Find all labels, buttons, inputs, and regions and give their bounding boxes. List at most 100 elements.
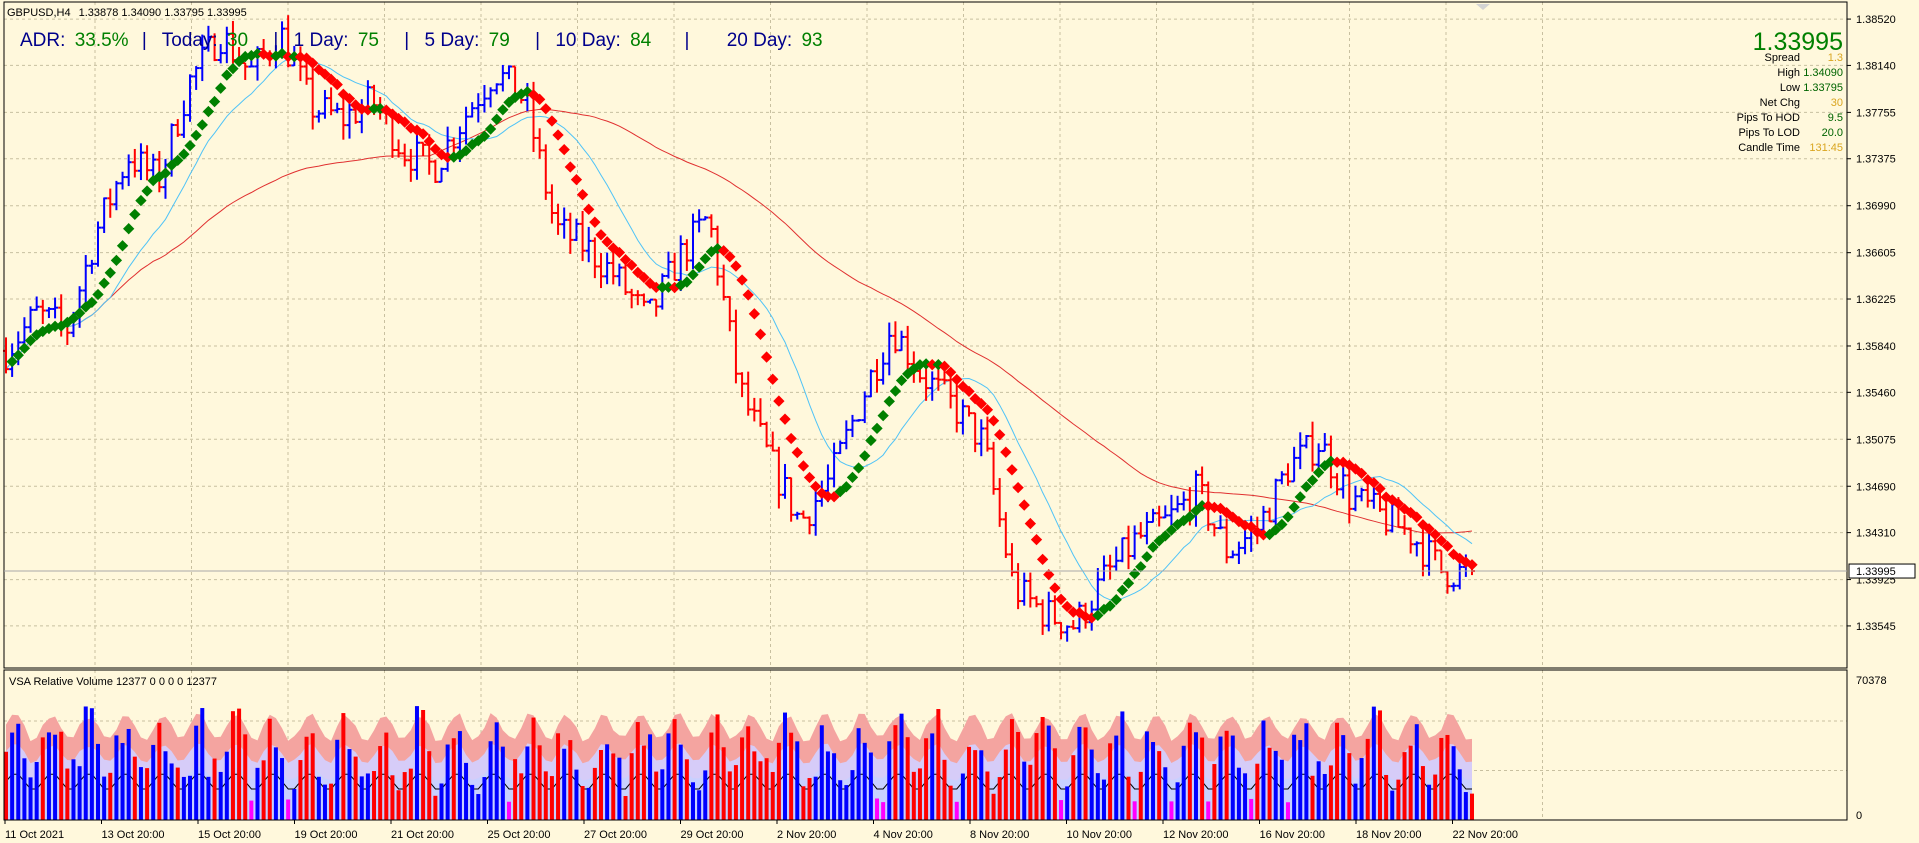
volume-bar	[224, 751, 229, 820]
separator: |	[685, 30, 690, 51]
trend-dot	[1116, 584, 1129, 596]
trend-dot	[613, 246, 626, 259]
volume-bar	[206, 776, 211, 820]
price-bar	[27, 306, 34, 333]
price-bar	[751, 397, 758, 422]
price-tick-label: 1.34310	[1856, 528, 1896, 540]
volume-bar	[635, 722, 640, 820]
time-tick-label: 15 Oct 20:00	[198, 829, 261, 841]
trend-dot	[1135, 561, 1147, 573]
price-bar	[984, 416, 991, 452]
volume-bar	[727, 771, 732, 820]
trend-dot	[1006, 464, 1018, 476]
price-bar	[745, 371, 752, 416]
price-bar	[321, 89, 328, 119]
trend-dot	[840, 481, 852, 493]
volume-bar	[1175, 782, 1180, 820]
price-bar	[493, 83, 500, 95]
trend-dot	[1331, 456, 1343, 468]
trend-dot	[718, 245, 730, 257]
volume-bar	[249, 800, 254, 820]
price-bar	[536, 128, 543, 159]
trend-dot	[748, 308, 760, 320]
trend-dot	[626, 259, 638, 271]
volume-bar	[500, 746, 505, 820]
volume-bar	[1193, 732, 1198, 820]
volume-bar	[648, 734, 653, 820]
price-bar	[1131, 525, 1138, 560]
volume-bar	[1157, 751, 1162, 820]
trend-dot	[1030, 533, 1043, 546]
trend-dot	[687, 269, 699, 281]
time-tick-label: 4 Nov 20:00	[874, 829, 933, 841]
price-bar	[1119, 537, 1126, 563]
price-bar	[505, 65, 512, 80]
price-tick-label: 1.34690	[1856, 481, 1896, 493]
chart-shift-marker-icon[interactable]	[1476, 4, 1490, 10]
price-bar	[1002, 512, 1009, 558]
volume-bar	[1243, 773, 1248, 820]
price-bar	[1376, 492, 1383, 512]
info-row-value: 9.5	[1828, 112, 1843, 124]
price-bar	[131, 148, 138, 178]
price-bar	[1401, 515, 1408, 535]
volume-bar	[1089, 749, 1094, 820]
volume-bar	[1083, 727, 1088, 820]
trend-dot	[184, 139, 196, 152]
price-bar	[1278, 471, 1285, 485]
trend-dot	[1312, 466, 1325, 479]
volume-bar	[556, 733, 561, 820]
volume-bar	[1353, 783, 1358, 820]
volume-bar	[34, 761, 39, 820]
price-bar	[199, 34, 206, 82]
price-bar	[1174, 495, 1181, 513]
trend-dot	[1159, 530, 1171, 542]
trend-dot	[1018, 499, 1030, 511]
price-bar	[726, 295, 733, 332]
adr-label: ADR:	[20, 30, 65, 51]
price-bar	[775, 446, 782, 509]
price-bar	[597, 253, 604, 289]
volume-bar	[341, 713, 346, 820]
trend-dot	[883, 395, 895, 408]
price-bar	[763, 421, 770, 448]
trend-dot	[981, 404, 994, 416]
price-bar	[788, 476, 795, 522]
volume-bar	[807, 778, 812, 820]
info-row-label: Candle Time	[1738, 142, 1800, 154]
volume-bar	[298, 760, 303, 820]
price-bar	[634, 290, 641, 306]
trend-dot	[662, 281, 675, 293]
trend-dot	[423, 135, 435, 147]
price-bar	[1064, 625, 1071, 642]
price-bar	[1309, 421, 1316, 472]
volume-bar	[1427, 784, 1432, 820]
price-bar	[1364, 483, 1371, 508]
time-tick-label: 22 Nov 20:00	[1453, 829, 1518, 841]
trend-dot	[441, 151, 454, 164]
volume-bar	[1009, 719, 1014, 820]
price-bar	[499, 64, 506, 92]
volume-bar	[795, 741, 800, 820]
price-bar	[107, 188, 114, 218]
trend-dot	[693, 261, 705, 273]
volume-bar	[991, 793, 996, 820]
volume-bar	[1267, 747, 1272, 820]
volume-bar	[132, 756, 137, 820]
current-price-tag-text: 1.33995	[1856, 566, 1896, 578]
volume-bar	[151, 744, 156, 820]
price-bar	[481, 84, 488, 113]
volume-bar	[1120, 711, 1125, 820]
symbol-name: GBPUSD,H4	[7, 7, 71, 19]
volume-bar	[335, 739, 340, 820]
price-bar	[217, 44, 224, 64]
volume-max-label: 70378	[1856, 675, 1887, 687]
trend-dot	[1024, 517, 1037, 530]
trend-dot	[1036, 553, 1049, 566]
price-bar	[1162, 505, 1169, 519]
volume-bar	[1439, 737, 1444, 820]
volume-bar	[660, 769, 665, 820]
volume-bar	[899, 713, 904, 820]
